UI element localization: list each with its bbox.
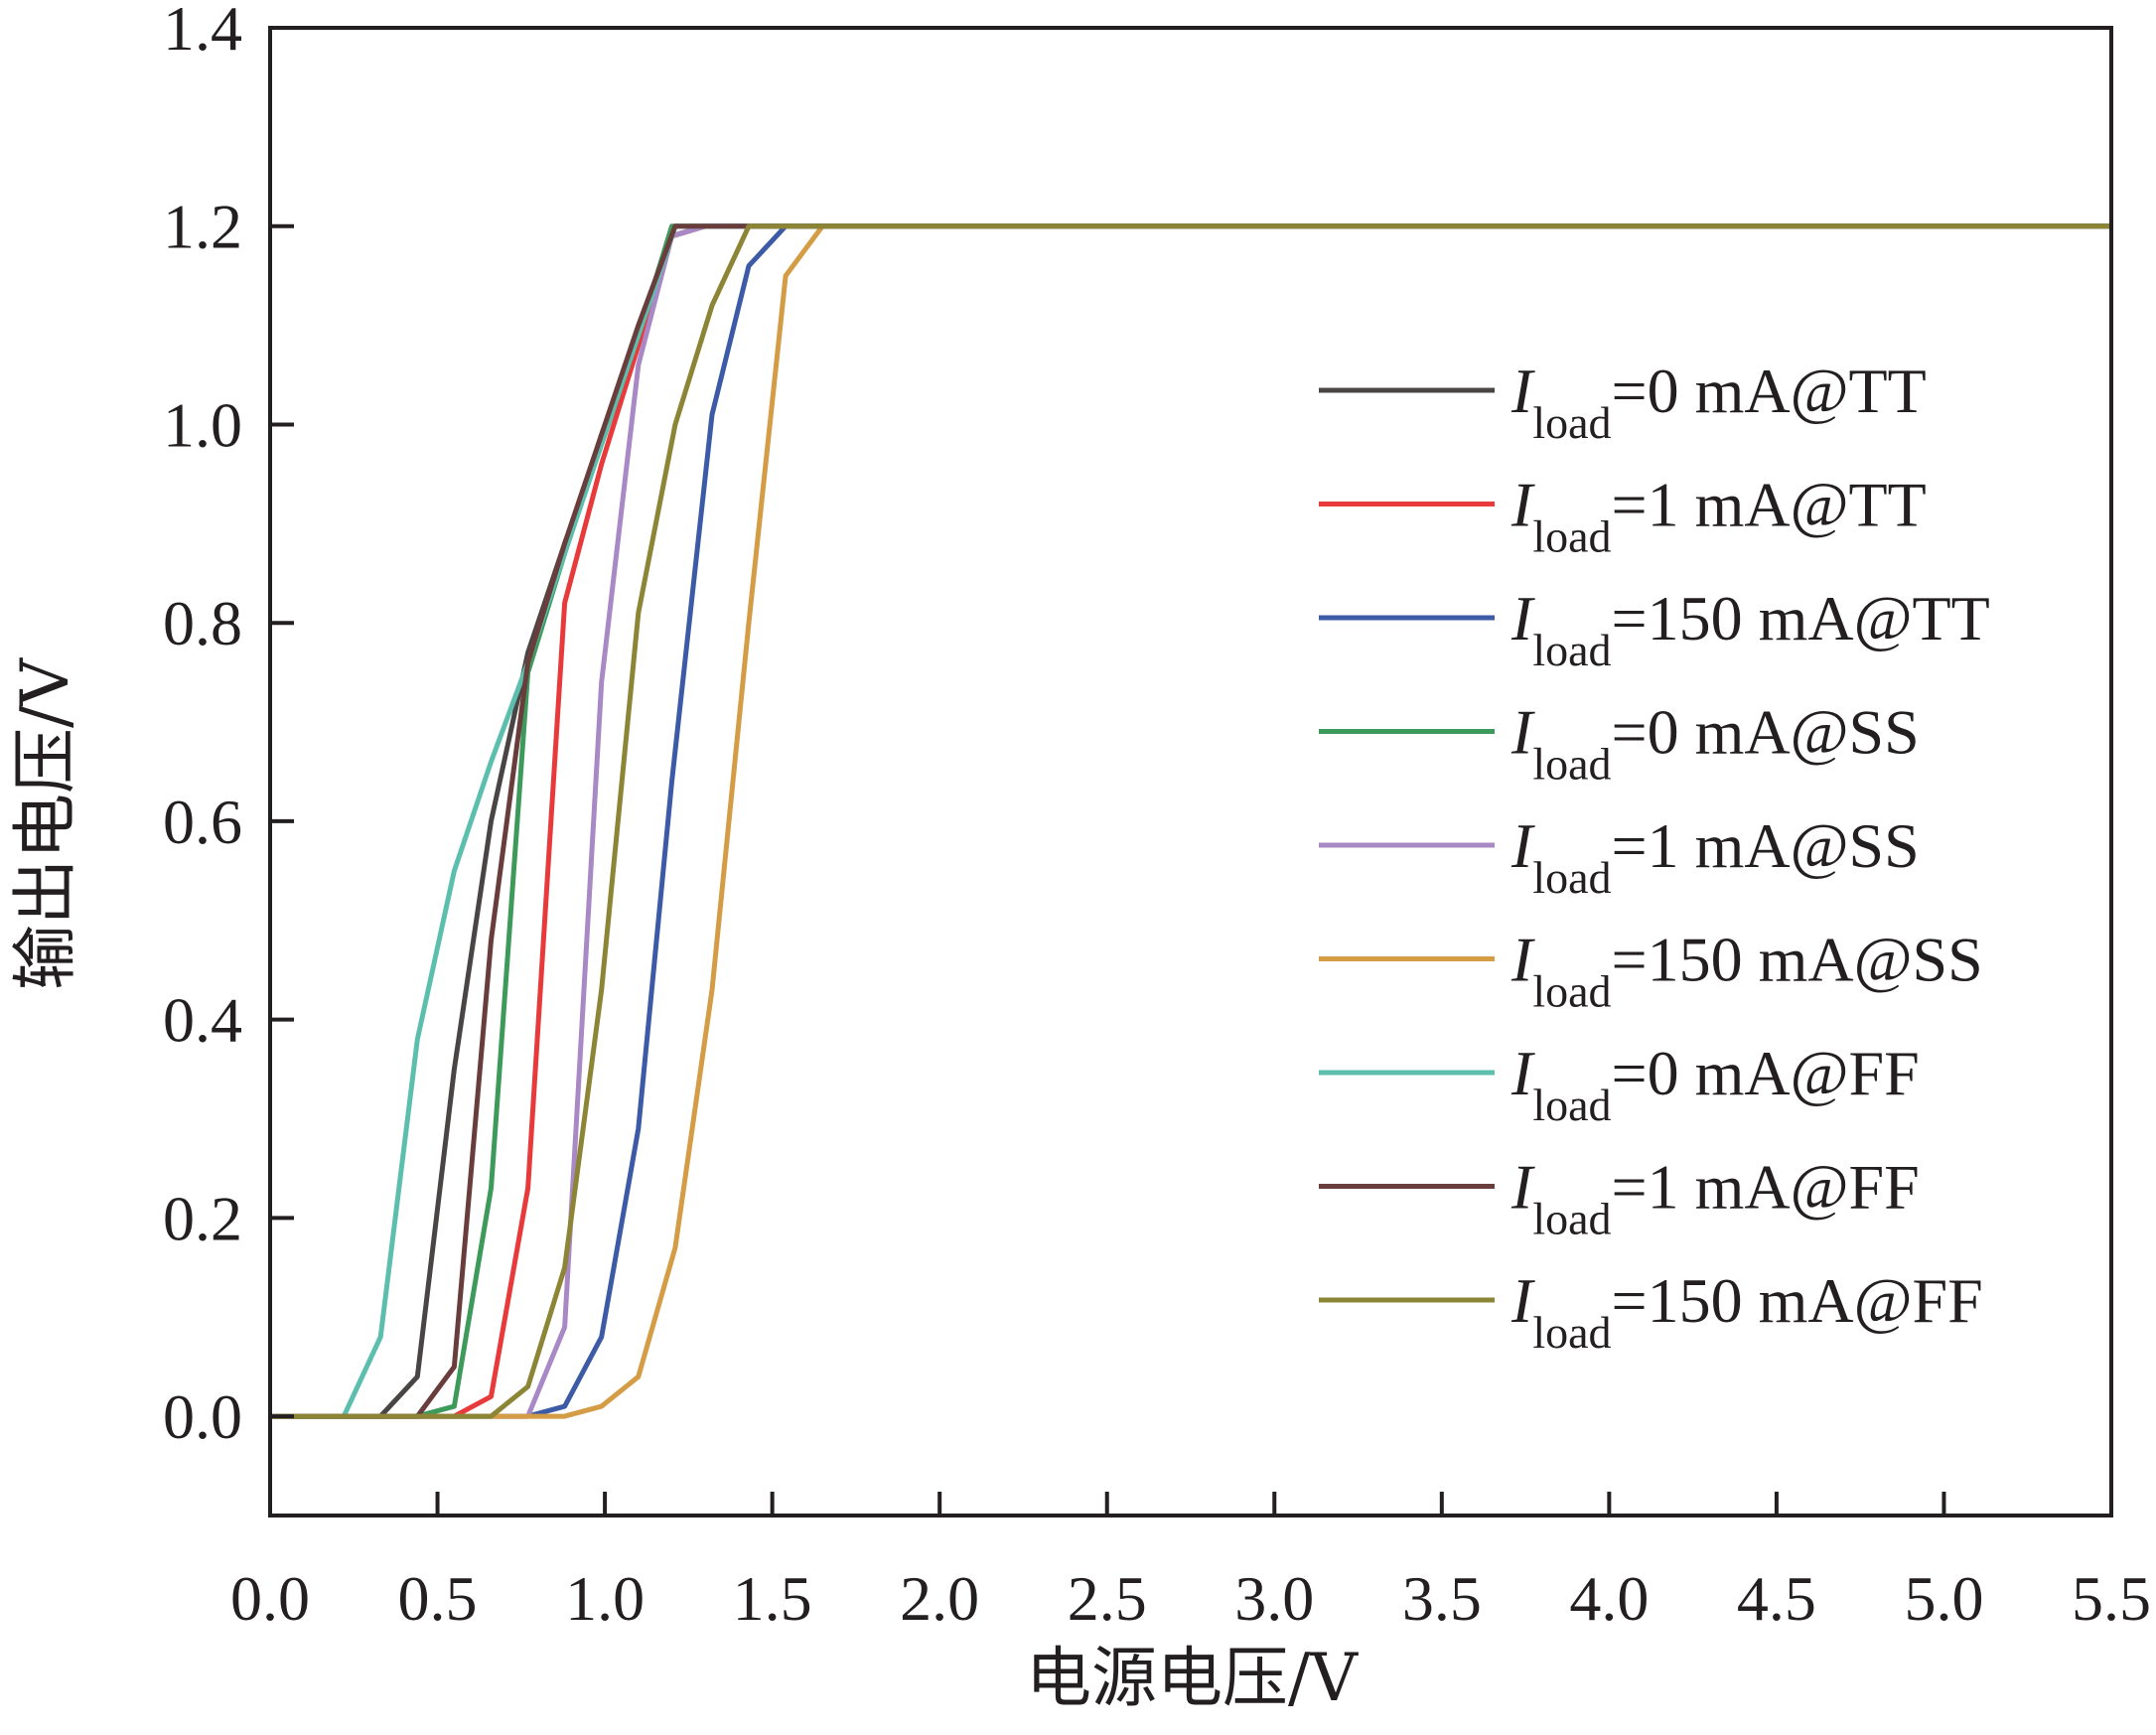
- x-tick-label: 1.5: [733, 1563, 812, 1634]
- y-tick-label: 0.8: [163, 588, 242, 658]
- legend-item-5: Iload=1 mA@SS: [1319, 810, 1920, 903]
- x-tick-label: 4.5: [1737, 1563, 1816, 1634]
- legend-item-7: Iload=0 mA@FF: [1319, 1038, 1920, 1130]
- legend-item-1: Iload=0 mA@TT: [1319, 356, 1927, 448]
- plot-frame: [268, 26, 2113, 1518]
- legend-label: Iload=1 mA@TT: [1510, 470, 1927, 562]
- series-line-9: [270, 223, 2111, 1419]
- legend-label: Iload=150 mA@FF: [1510, 1265, 1983, 1358]
- legend-label: Iload=1 mA@SS: [1510, 810, 1920, 903]
- x-tick-label: 4.0: [1569, 1563, 1649, 1634]
- y-axis-title: 输出电压/V: [7, 657, 83, 990]
- x-axis-title: 电源电压/V: [1026, 1640, 1359, 1716]
- x-axis: 0.0 0.5 1.0 1.5 2.0 2.5 3.0 3.5 4.0 4.5 5.0 5.5: [230, 1492, 2151, 1634]
- x-tick-label: 1.0: [565, 1563, 645, 1634]
- x-tick-label: 5.5: [2072, 1563, 2151, 1634]
- legend-label: Iload=150 mA@SS: [1510, 925, 1983, 1017]
- x-tick-label: 0.0: [230, 1563, 310, 1634]
- y-tick-label: 0.0: [163, 1381, 242, 1452]
- y-axis: 0.0 0.2 0.4 0.6 0.8 1.0 1.2 1.4: [163, 0, 294, 1452]
- series-layer: [270, 223, 2111, 1419]
- legend: Iload=0 mA@TT Iload=1 mA@TT Iload=150 mA@T…: [1319, 356, 1990, 1358]
- y-tick-label: 0.4: [163, 985, 242, 1056]
- x-tick-label: 3.5: [1402, 1563, 1482, 1634]
- x-tick-label: 2.5: [1068, 1563, 1147, 1634]
- legend-item-6: Iload=150 mA@SS: [1319, 925, 1983, 1017]
- x-tick-label: 0.5: [398, 1563, 478, 1634]
- y-tick-label: 0.2: [163, 1183, 242, 1253]
- legend-item-2: Iload=1 mA@TT: [1319, 470, 1927, 562]
- legend-label: Iload=150 mA@TT: [1510, 583, 1990, 675]
- x-tick-label: 2.0: [900, 1563, 979, 1634]
- legend-label: Iload=1 mA@FF: [1510, 1152, 1920, 1244]
- y-tick-label: 1.0: [163, 389, 242, 460]
- legend-item-9: Iload=150 mA@FF: [1319, 1265, 1983, 1358]
- y-tick-label: 1.4: [163, 0, 242, 64]
- legend-item-4: Iload=0 mA@SS: [1319, 697, 1920, 790]
- x-tick-label: 3.0: [1234, 1563, 1314, 1634]
- legend-label: Iload=0 mA@TT: [1510, 356, 1927, 448]
- y-tick-label: 1.2: [163, 192, 242, 262]
- legend-item-3: Iload=150 mA@TT: [1319, 583, 1990, 675]
- legend-label: Iload=0 mA@SS: [1510, 697, 1920, 790]
- y-tick-label: 0.6: [163, 787, 242, 857]
- series-line-8: [270, 223, 2111, 1419]
- legend-item-8: Iload=1 mA@FF: [1319, 1152, 1920, 1244]
- legend-label: Iload=0 mA@FF: [1510, 1038, 1920, 1130]
- series-line-7: [270, 223, 2111, 1419]
- x-tick-label: 5.0: [1904, 1563, 1983, 1634]
- series-line-6: [270, 223, 2111, 1419]
